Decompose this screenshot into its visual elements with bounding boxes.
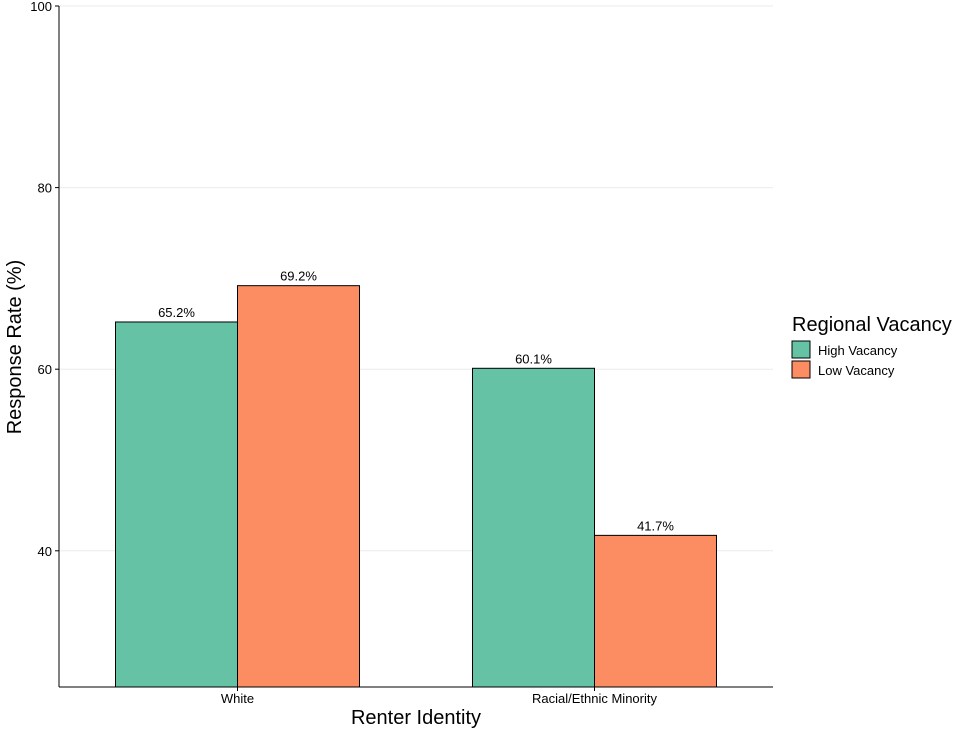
data-label-racial-ethnic-minority-low-vacancy: 41.7% xyxy=(637,518,674,533)
legend-swatch-high-vacancy xyxy=(791,340,811,359)
y-tick-label-60: 60 xyxy=(38,362,52,377)
bar-racial-ethnic-minority-high-vacancy xyxy=(472,367,595,688)
data-label-white-low-vacancy: 69.2% xyxy=(280,269,317,284)
legend: Regional Vacancy High Vacancy Low Vacanc… xyxy=(791,314,952,379)
bar-racial-ethnic-minority-low-vacancy xyxy=(594,534,717,688)
axes xyxy=(58,6,773,688)
y-tick-label-80: 80 xyxy=(38,181,52,196)
legend-label-high-vacancy: High Vacancy xyxy=(818,343,898,358)
bars xyxy=(115,285,717,688)
bar-white-high-vacancy xyxy=(115,321,238,688)
x-axis-title: Renter Identity xyxy=(351,707,481,729)
legend-title: Regional Vacancy xyxy=(792,314,952,336)
data-label-racial-ethnic-minority-high-vacancy: 60.1% xyxy=(515,351,552,366)
y-axis-title: Response Rate (%) xyxy=(4,260,26,435)
x-tick-label-racial-ethnic-minority: Racial/Ethnic Minority xyxy=(532,691,657,706)
y-tick-label-100: 100 xyxy=(30,0,52,14)
y-tick-label-40: 40 xyxy=(38,544,52,559)
data-label-white-high-vacancy: 65.2% xyxy=(158,305,195,320)
legend-label-low-vacancy: Low Vacancy xyxy=(818,363,895,378)
x-ticks: White Racial/Ethnic Minority xyxy=(221,687,657,706)
data-labels: 65.2% 69.2% 60.1% 41.7% xyxy=(158,269,674,534)
bar-white-low-vacancy xyxy=(237,285,360,688)
y-ticks: 40 60 80 100 xyxy=(30,0,59,559)
legend-swatch-low-vacancy xyxy=(791,360,811,379)
x-tick-label-white: White xyxy=(221,691,254,706)
